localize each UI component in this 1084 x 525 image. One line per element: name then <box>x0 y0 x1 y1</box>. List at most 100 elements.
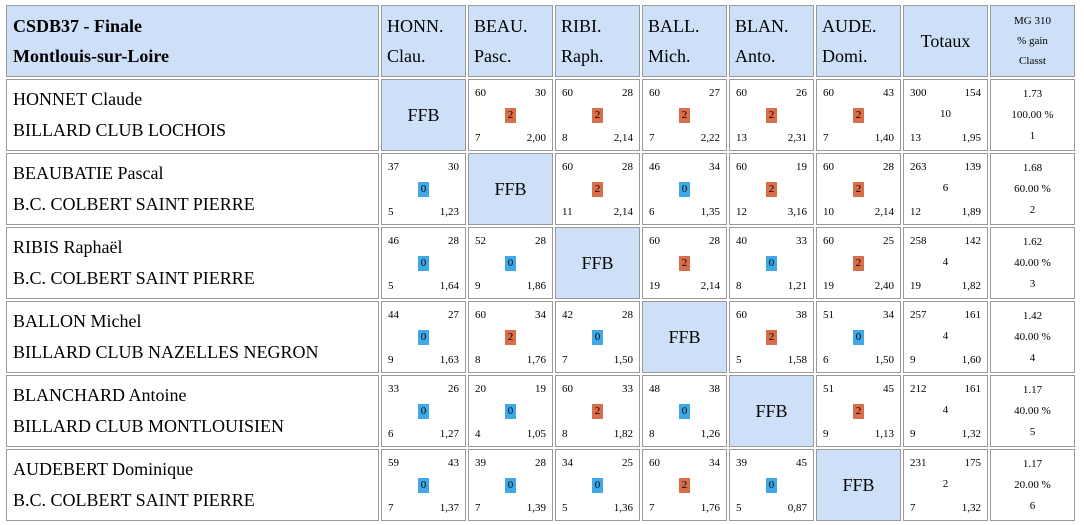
results-grid: CSDB37 - Finale Montlouis-sur-Loire HONN… <box>4 3 1077 523</box>
match-opponent-points: 34 <box>709 457 720 469</box>
match-cell: 40 33 0 8 1,21 <box>729 227 814 299</box>
match-average: 3,16 <box>787 206 807 218</box>
match-points-badge: 2 <box>766 330 777 345</box>
match-points-badge: 2 <box>853 182 864 197</box>
match-points-badge: 2 <box>679 478 690 493</box>
total-opponent-points: 161 <box>964 309 982 321</box>
ffb-cell: FFB <box>555 227 640 299</box>
match-opponent-points: 28 <box>535 235 546 247</box>
match-average: 1,63 <box>439 354 459 366</box>
match-points: 60 <box>823 235 834 247</box>
column-abbr: RIBI. <box>561 16 602 36</box>
column-header: BEAU. Pasc. <box>468 5 553 77</box>
match-points-badge: 0 <box>592 330 603 345</box>
match-points-badge: 2 <box>679 256 690 271</box>
mg-value: 1.62 <box>1022 235 1043 248</box>
rank-label: Classt <box>1019 55 1046 67</box>
match-points: 60 <box>649 87 660 99</box>
match-points-badge: 2 <box>679 108 690 123</box>
match-innings: 7 <box>475 502 481 514</box>
match-opponent-points: 43 <box>883 87 894 99</box>
match-points-badge: 0 <box>418 256 429 271</box>
match-points: 34 <box>562 457 573 469</box>
player-cell: AUDEBERT Dominique B.C. COLBERT SAINT PIE… <box>6 449 379 521</box>
player-row: AUDEBERT Dominique B.C. COLBERT SAINT PIE… <box>6 449 1075 521</box>
match-innings: 7 <box>388 502 394 514</box>
match-points-badge: 0 <box>418 330 429 345</box>
match-points: 46 <box>649 161 660 173</box>
match-innings: 7 <box>475 132 481 144</box>
total-opponent-points: 175 <box>964 457 982 469</box>
mg-value: 1.42 <box>1022 309 1043 322</box>
match-opponent-points: 45 <box>796 457 807 469</box>
mg-value: 1.68 <box>1022 161 1043 174</box>
match-opponent-points: 34 <box>709 161 720 173</box>
match-opponent-points: 43 <box>448 457 459 469</box>
match-average: 1,64 <box>439 280 459 292</box>
player-club: BILLARD CLUB MONTLOUISIEN <box>13 416 284 436</box>
mg-value: 1.17 <box>1022 383 1043 396</box>
player-row: BEAUBATIE Pascal B.C. COLBERT SAINT PIERR… <box>6 153 1075 225</box>
match-average: 1,39 <box>526 502 546 514</box>
match-cell: 39 28 0 7 1,39 <box>468 449 553 521</box>
mg-value: 1.17 <box>1022 457 1043 470</box>
column-header: BALL. Mich. <box>642 5 727 77</box>
match-cell: 60 19 2 12 3,16 <box>729 153 814 225</box>
match-points-badge: 0 <box>592 478 603 493</box>
match-average: 1,76 <box>700 502 720 514</box>
match-innings: 6 <box>388 428 394 440</box>
mg-cell: 1.17 20.00 % 6 <box>990 449 1075 521</box>
match-cell: 59 43 0 7 1,37 <box>381 449 466 521</box>
match-opponent-points: 38 <box>709 383 720 395</box>
match-cell: 39 45 0 5 0,87 <box>729 449 814 521</box>
match-average: 0,87 <box>787 502 807 514</box>
match-innings: 12 <box>736 206 747 218</box>
match-opponent-points: 26 <box>448 383 459 395</box>
column-abbr: BALL. <box>648 16 700 36</box>
match-innings: 7 <box>823 132 829 144</box>
match-innings: 5 <box>736 502 742 514</box>
match-innings: 7 <box>649 132 655 144</box>
match-innings: 8 <box>736 280 742 292</box>
match-innings: 10 <box>823 206 834 218</box>
match-points: 51 <box>823 309 834 321</box>
rank-value: 1 <box>1029 129 1036 142</box>
total-average: 1,32 <box>961 428 981 440</box>
total-average: 1,60 <box>961 354 981 366</box>
match-average: 1,86 <box>526 280 546 292</box>
match-innings: 5 <box>388 206 394 218</box>
match-cell: 60 38 2 5 1,58 <box>729 301 814 373</box>
player-club: B.C. COLBERT SAINT PIERRE <box>13 194 255 214</box>
match-points-badge: 0 <box>418 182 429 197</box>
match-cell: 48 38 0 8 1,26 <box>642 375 727 447</box>
match-points-badge: 0 <box>766 478 777 493</box>
match-opponent-points: 28 <box>622 161 633 173</box>
match-average: 1,35 <box>700 206 720 218</box>
match-points-badge: 2 <box>592 182 603 197</box>
match-opponent-points: 26 <box>796 87 807 99</box>
total-points: 231 <box>910 457 927 469</box>
total-points: 212 <box>910 383 927 395</box>
total-opponent-points: 142 <box>964 235 982 247</box>
player-club: BILLARD CLUB NAZELLES NEGRON <box>13 342 319 362</box>
column-abbr: BEAU. <box>474 16 528 36</box>
total-innings: 19 <box>910 280 921 292</box>
match-opponent-points: 34 <box>883 309 894 321</box>
match-cell: 60 28 2 11 2,14 <box>555 153 640 225</box>
tournament-title: CSDB37 - Finale Montlouis-sur-Loire <box>6 5 379 77</box>
gain-value: 60.00 % <box>1014 182 1051 195</box>
player-row: BLANCHARD Antoine BILLARD CLUB MONTLOUISI… <box>6 375 1075 447</box>
totals-cell: 300 154 10 13 1,95 <box>903 79 988 151</box>
header-row: CSDB37 - Finale Montlouis-sur-Loire HONN… <box>6 5 1075 77</box>
match-average: 2,22 <box>700 132 720 144</box>
match-average: 1,13 <box>874 428 894 440</box>
match-cell: 33 26 0 6 1,27 <box>381 375 466 447</box>
match-cell: 60 34 2 8 1,76 <box>468 301 553 373</box>
total-innings: 7 <box>910 502 916 514</box>
match-average: 2,14 <box>874 206 894 218</box>
match-innings: 11 <box>562 206 573 218</box>
tournament-location: Montlouis-sur-Loire <box>13 46 169 66</box>
totals-header: Totaux <box>903 5 988 77</box>
match-opponent-points: 28 <box>709 235 720 247</box>
total-opponent-points: 161 <box>964 383 982 395</box>
